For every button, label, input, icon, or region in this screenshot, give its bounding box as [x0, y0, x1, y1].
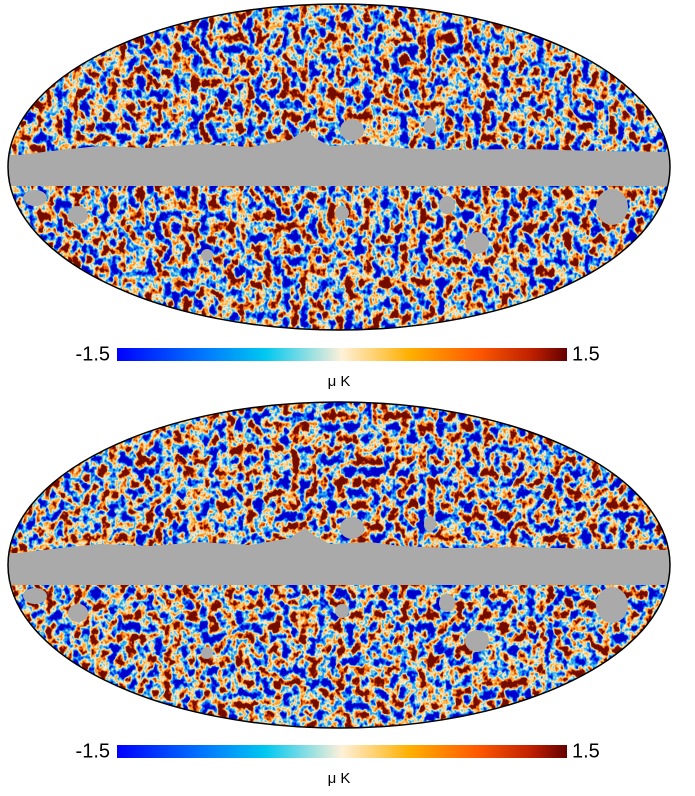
galactic-mask [8, 516, 670, 659]
colorbar-max: 1.5 [572, 343, 600, 365]
galactic-mask [8, 118, 670, 261]
colorbar [117, 348, 567, 361]
sky-map [8, 402, 670, 728]
colorbar-min: -1.5 [76, 343, 110, 365]
map-outline [7, 3, 671, 331]
colorbar-unit: μ K [328, 373, 351, 390]
colorbar-unit: μ K [328, 770, 351, 787]
colorbar-min: -1.5 [76, 740, 110, 762]
map-outline [7, 401, 671, 729]
colorbar [117, 745, 567, 758]
sky-map [8, 4, 670, 330]
colorbar-max: 1.5 [572, 740, 600, 762]
